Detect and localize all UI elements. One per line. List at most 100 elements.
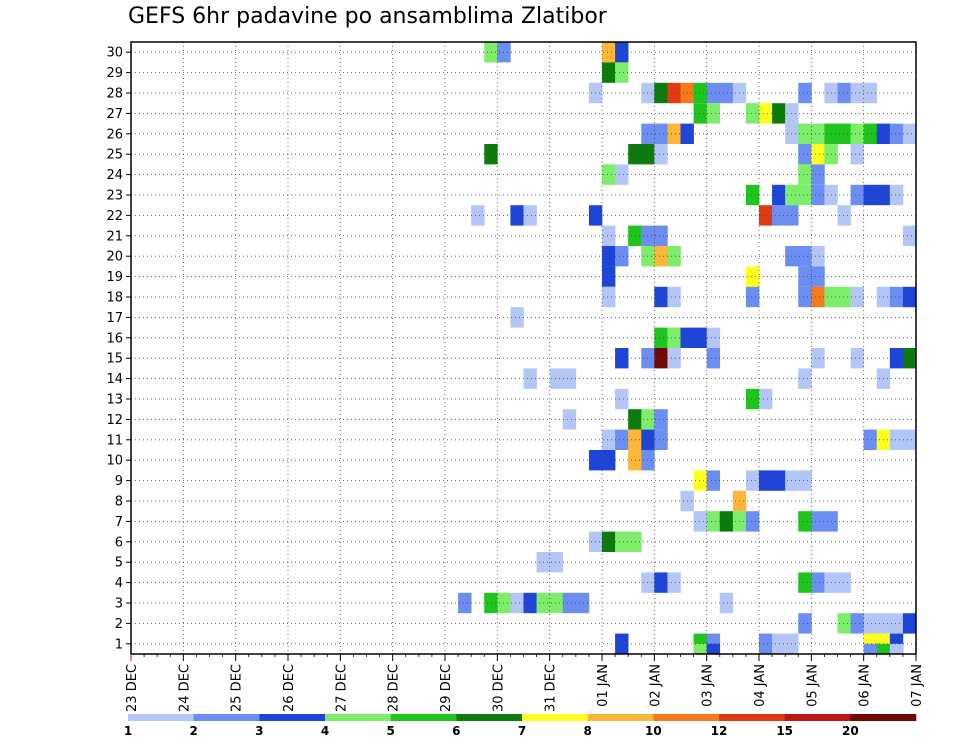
- y-tick-label: 24: [106, 168, 123, 183]
- heatmap-cell: [798, 82, 812, 104]
- heatmap-cell: [510, 592, 524, 614]
- heatmap-cell: [837, 82, 851, 104]
- heatmap-cell: [889, 123, 904, 144]
- heatmap-cell: [902, 225, 916, 246]
- heatmap-cell: [693, 327, 707, 348]
- y-tick-label: 1: [115, 637, 123, 652]
- heatmap-cell: [602, 429, 616, 450]
- heatmap-cell: [549, 592, 564, 614]
- heatmap-cell: [837, 286, 851, 308]
- y-tick-label: 21: [106, 229, 123, 244]
- heatmap-cell: [863, 429, 878, 450]
- heatmap-cell: [602, 266, 616, 287]
- y-tick-label: 9: [115, 474, 123, 489]
- colorbar-swatch: [456, 714, 523, 721]
- heatmap-cell: [772, 205, 786, 226]
- heatmap-cell: [667, 348, 681, 369]
- heatmap-cell: [850, 613, 864, 634]
- heatmap-cell: [863, 613, 878, 634]
- heatmap-cell: [615, 42, 629, 63]
- heatmap-cell: [798, 613, 812, 634]
- heatmap-cell: [759, 470, 773, 491]
- heatmap-cell: [602, 62, 616, 83]
- heatmap-cell: [497, 42, 511, 63]
- heatmap-cell: [850, 123, 864, 144]
- colorbar-swatch: [390, 714, 457, 721]
- heatmap-cell: [615, 164, 629, 185]
- heatmap-cell: [602, 42, 616, 63]
- heatmap-cell: [719, 511, 734, 532]
- colorbar-label: 10: [645, 724, 662, 738]
- colorbar-label: 7: [518, 724, 526, 738]
- heatmap-cell: [615, 348, 629, 369]
- heatmap-cell: [902, 286, 916, 308]
- y-tick-label: 7: [115, 515, 123, 530]
- x-tick-label: 26 DEC: [282, 664, 297, 712]
- x-tick-label: 29 DEC: [439, 664, 454, 712]
- heatmap-cell: [667, 246, 681, 267]
- heatmap-cell: [706, 470, 721, 491]
- heatmap-cell: [811, 164, 825, 185]
- y-tick-label: 12: [106, 413, 123, 428]
- heatmap-cell: [693, 470, 707, 491]
- heatmap-cell: [602, 286, 616, 308]
- chart-title: GEFS 6hr padavine po ansamblima Zlatibor: [128, 4, 607, 29]
- heatmap-cell: [876, 643, 891, 654]
- y-tick-label: 4: [115, 576, 123, 591]
- heatmap-cell: [628, 409, 642, 430]
- heatmap-cell: [798, 164, 812, 185]
- heatmap-cell: [811, 184, 825, 206]
- heatmap-cell: [889, 184, 904, 206]
- heatmap-cell: [745, 184, 760, 206]
- colorbar-label: 2: [189, 724, 197, 738]
- heatmap-cell: [706, 103, 721, 124]
- heatmap-cell: [850, 144, 864, 165]
- y-tick-label: 22: [106, 209, 123, 224]
- heatmap-cell: [863, 184, 878, 206]
- heatmap-cell: [772, 184, 786, 206]
- heatmap-cell: [602, 225, 616, 246]
- heatmap-cell: [562, 409, 577, 430]
- heatmap-cell: [654, 144, 668, 165]
- heatmap-cell: [811, 266, 825, 287]
- heatmap-cell: [654, 82, 668, 104]
- colorbar-label: 3: [255, 724, 263, 738]
- heatmap-cell: [693, 511, 707, 532]
- colorbar-swatch: [522, 714, 588, 721]
- heatmap-cell: [628, 531, 642, 552]
- x-tick-label: 31 DEC: [544, 664, 559, 712]
- colorbar-label: 12: [711, 724, 728, 738]
- heatmap-cell: [811, 144, 825, 165]
- colorbar: 1 2 3 4 5 6 7 8 10 12 15 20: [124, 714, 917, 738]
- colorbar-swatch: [259, 714, 326, 721]
- heatmap-cell: [523, 368, 537, 389]
- heatmap-cell: [798, 246, 812, 267]
- y-tick-label: 26: [106, 127, 123, 142]
- heatmap-cell: [706, 327, 721, 348]
- colorbar-label: 6: [452, 724, 460, 738]
- heatmap-cell: [811, 348, 825, 369]
- x-tick-label: 02 JAN: [648, 664, 663, 707]
- heatmap-cell: [745, 266, 760, 287]
- heatmap-cell: [484, 144, 498, 165]
- heatmap-cell: [549, 368, 564, 389]
- colorbar-swatch: [325, 714, 391, 721]
- y-tick-label: 5: [115, 556, 123, 571]
- heatmap-cell: [602, 164, 616, 185]
- x-tick-label: 06 JAN: [858, 664, 873, 707]
- heatmap-cell: [889, 286, 904, 308]
- y-tick-label: 17: [106, 311, 123, 326]
- x-tick-label: 23 DEC: [125, 664, 140, 712]
- heatmap-cell: [471, 205, 485, 226]
- heatmap-cell: [837, 205, 851, 226]
- heatmap-cell: [706, 643, 721, 654]
- heatmap-cell: [863, 82, 878, 104]
- y-tick-label: 27: [106, 107, 123, 122]
- heatmap-cell: [549, 552, 564, 573]
- heatmap-cell: [837, 613, 851, 634]
- heatmap-cell: [510, 307, 524, 328]
- heatmap-cell: [667, 286, 681, 308]
- x-tick-label: 30 DEC: [491, 664, 506, 712]
- heatmap-cell: [706, 511, 721, 532]
